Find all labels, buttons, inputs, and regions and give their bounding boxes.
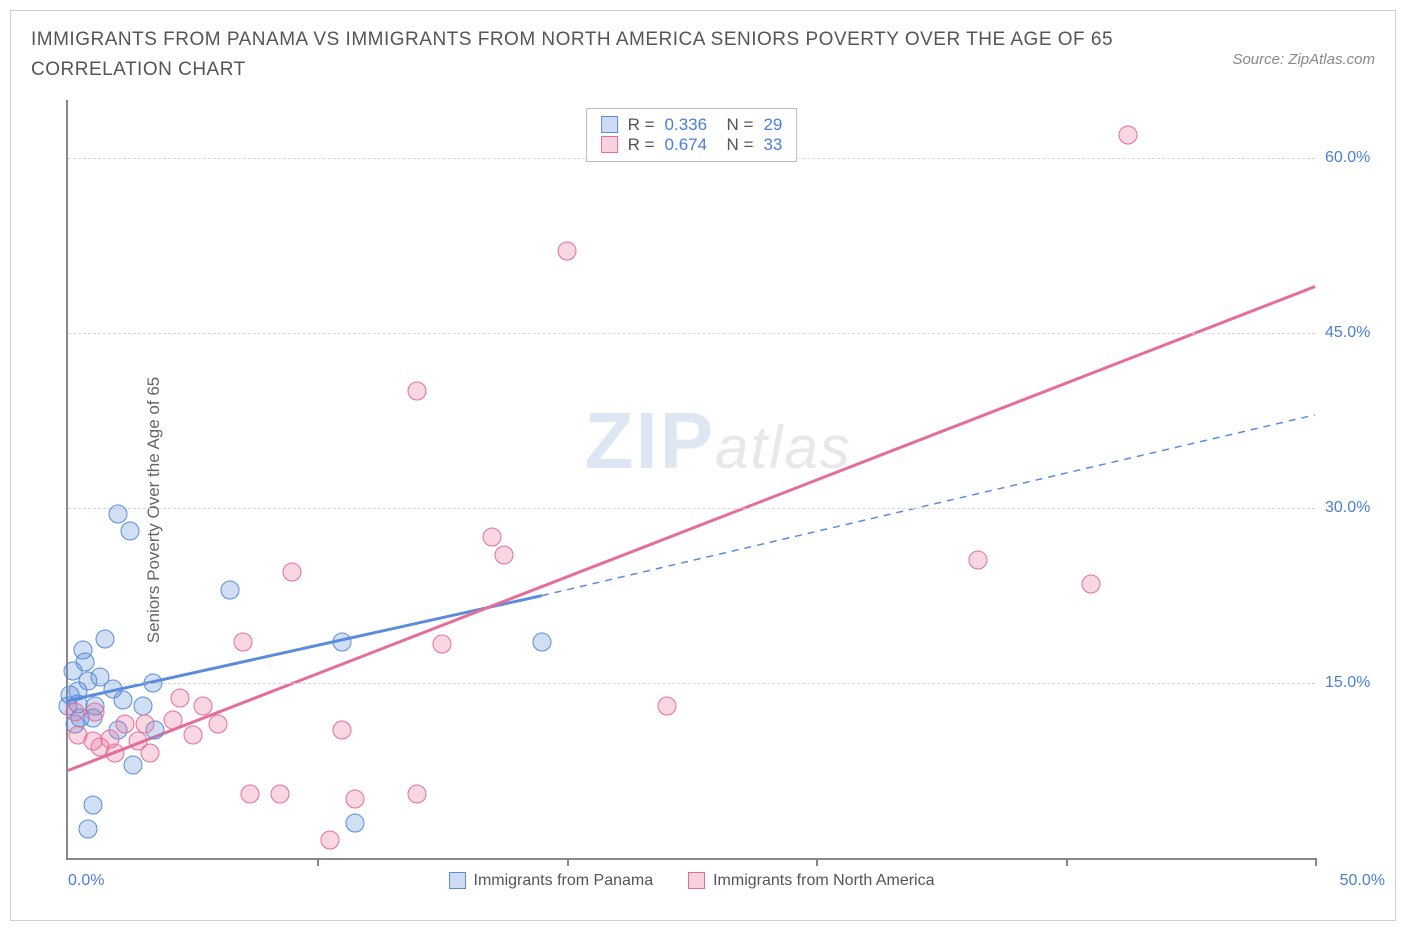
data-point [270, 784, 289, 803]
data-point [76, 652, 95, 671]
chart-title: IMMIGRANTS FROM PANAMA VS IMMIGRANTS FRO… [31, 25, 1131, 86]
data-point [143, 673, 162, 692]
data-point [408, 784, 427, 803]
data-point [141, 743, 160, 762]
data-point [133, 697, 152, 716]
data-point [221, 580, 240, 599]
data-point [657, 697, 676, 716]
legend-row-pink: R = 0.674 N = 33 [601, 135, 783, 155]
data-point [116, 714, 135, 733]
plot-wrap: Seniors Poverty Over the Age of 65 ZIPat… [11, 100, 1395, 920]
data-point [408, 382, 427, 401]
data-point [433, 635, 452, 654]
gridline [68, 508, 1315, 509]
legend-item-blue: Immigrants from Panama [449, 872, 654, 890]
data-point [1118, 125, 1137, 144]
x-axis-max-label: 50.0% [1340, 872, 1385, 890]
data-point [345, 813, 364, 832]
data-point [208, 714, 227, 733]
watermark-zip: ZIP [585, 396, 715, 485]
data-point [123, 755, 142, 774]
data-point [78, 819, 97, 838]
data-point [969, 551, 988, 570]
y-tick-label: 15.0% [1325, 674, 1385, 692]
x-axis-min-label: 0.0% [68, 872, 104, 890]
gridline [68, 683, 1315, 684]
data-point [283, 563, 302, 582]
x-tick [567, 858, 569, 866]
data-point [333, 633, 352, 652]
series-legend: Immigrants from Panama Immigrants from N… [449, 872, 935, 890]
data-point [241, 784, 260, 803]
legend-row-blue: R = 0.336 N = 29 [601, 115, 783, 135]
x-tick [317, 858, 319, 866]
data-point [233, 633, 252, 652]
data-point [183, 726, 202, 745]
legend-label-pink: Immigrants from North America [713, 872, 934, 890]
legend-label-blue: Immigrants from Panama [474, 872, 654, 890]
legend-item-pink: Immigrants from North America [688, 872, 934, 890]
watermark: ZIPatlas [585, 395, 852, 487]
data-point [103, 679, 122, 698]
data-point [121, 522, 140, 541]
swatch-pink-icon [688, 872, 705, 889]
data-point [482, 528, 501, 547]
r-value-pink: 0.674 [665, 135, 708, 155]
x-tick [816, 858, 818, 866]
swatch-blue-icon [449, 872, 466, 889]
data-point [86, 703, 105, 722]
data-point [557, 242, 576, 261]
data-point [345, 790, 364, 809]
chart-header: IMMIGRANTS FROM PANAMA VS IMMIGRANTS FRO… [11, 11, 1395, 100]
x-tick [1315, 858, 1317, 866]
data-point [163, 711, 182, 730]
chart-container: IMMIGRANTS FROM PANAMA VS IMMIGRANTS FRO… [10, 10, 1396, 921]
data-point [96, 629, 115, 648]
watermark-atlas: atlas [715, 414, 852, 481]
chart-source: Source: ZipAtlas.com [1232, 51, 1375, 68]
data-point [320, 831, 339, 850]
data-point [333, 720, 352, 739]
correlation-legend: R = 0.336 N = 29 R = 0.674 N = 33 [586, 108, 798, 162]
n-value-pink: 33 [763, 135, 782, 155]
y-tick-label: 45.0% [1325, 324, 1385, 342]
data-point [171, 689, 190, 708]
data-point [106, 743, 125, 762]
data-point [1081, 574, 1100, 593]
data-point [136, 714, 155, 733]
data-point [68, 682, 87, 701]
data-point [495, 545, 514, 564]
r-value-blue: 0.336 [665, 115, 708, 135]
y-tick-label: 60.0% [1325, 149, 1385, 167]
gridline [68, 333, 1315, 334]
swatch-pink-icon [601, 136, 618, 153]
trend-lines [68, 100, 1315, 858]
y-tick-label: 30.0% [1325, 499, 1385, 517]
data-point [532, 633, 551, 652]
data-point [193, 697, 212, 716]
swatch-blue-icon [601, 116, 618, 133]
plot-area: ZIPatlas R = 0.336 N = 29 R = 0.674 N = … [66, 100, 1315, 860]
data-point [66, 703, 85, 722]
n-value-blue: 29 [763, 115, 782, 135]
data-point [83, 796, 102, 815]
x-tick [1066, 858, 1068, 866]
data-point [108, 504, 127, 523]
